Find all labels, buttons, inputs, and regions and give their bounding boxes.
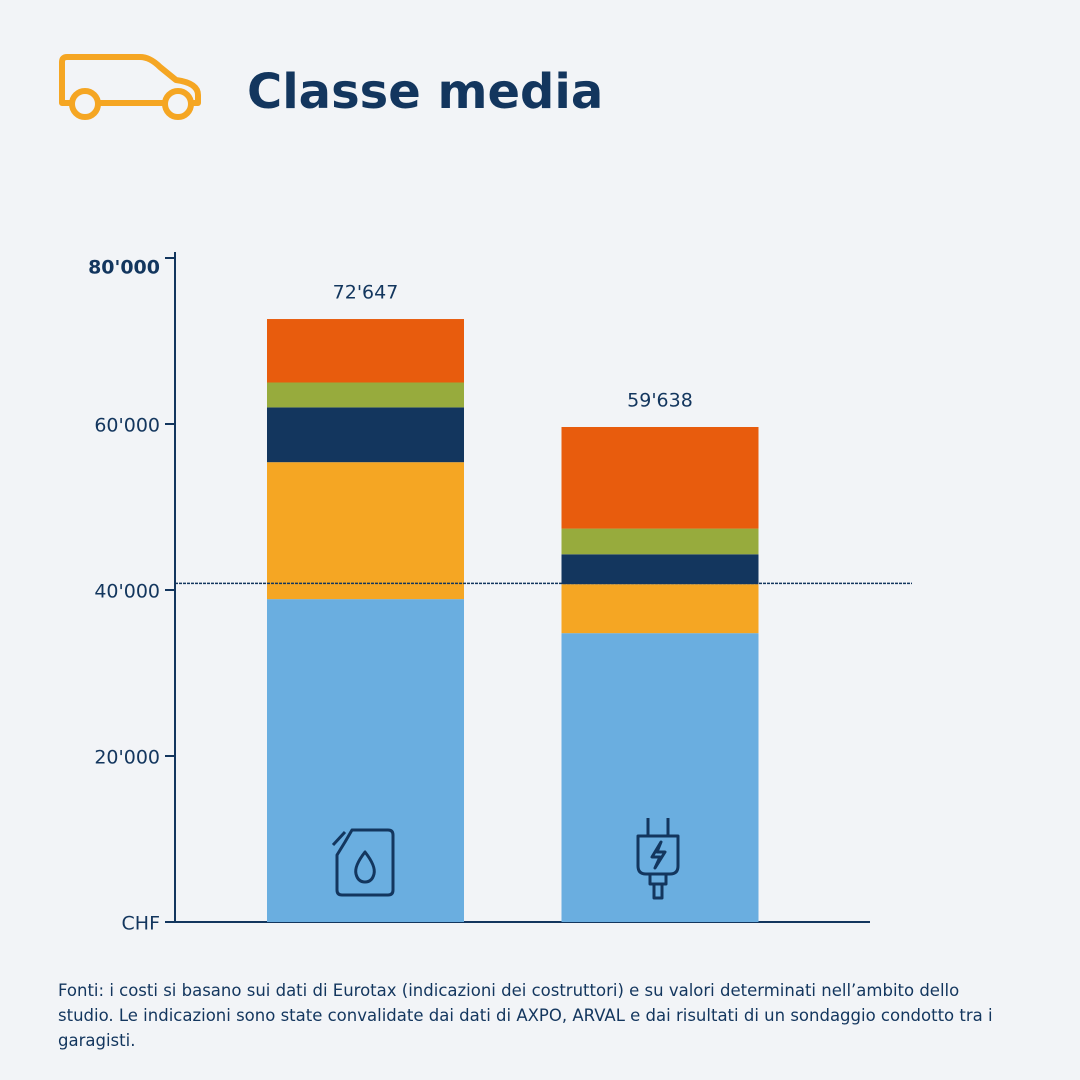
total-label: 59'638 xyxy=(627,390,693,412)
bar-segment xyxy=(267,407,464,463)
bar-segment xyxy=(561,633,759,922)
chart-title: Classe media xyxy=(247,64,603,120)
bar-segment xyxy=(267,599,464,922)
bar-segment xyxy=(267,382,464,408)
y-tick-label: 40'000 xyxy=(94,581,160,603)
bars xyxy=(267,319,759,922)
canister-icon xyxy=(331,828,395,897)
bar-segment xyxy=(267,319,464,383)
bar-segment xyxy=(561,554,759,585)
y-tick-label: 20'000 xyxy=(94,747,160,769)
y-tick-label: 80'000 xyxy=(88,257,160,279)
footnote: Fonti: i costi si basano sui dati di Eur… xyxy=(58,981,993,1050)
car-icon xyxy=(59,54,201,120)
bar-segment xyxy=(561,528,759,555)
bar-segment xyxy=(267,462,464,600)
y-tick-label: CHF xyxy=(122,913,160,935)
plug-icon xyxy=(636,818,680,900)
total-label: 72'647 xyxy=(333,282,399,304)
bar-segment xyxy=(561,584,759,634)
y-tick-label: 60'000 xyxy=(94,415,160,437)
bar-segment xyxy=(561,427,759,529)
